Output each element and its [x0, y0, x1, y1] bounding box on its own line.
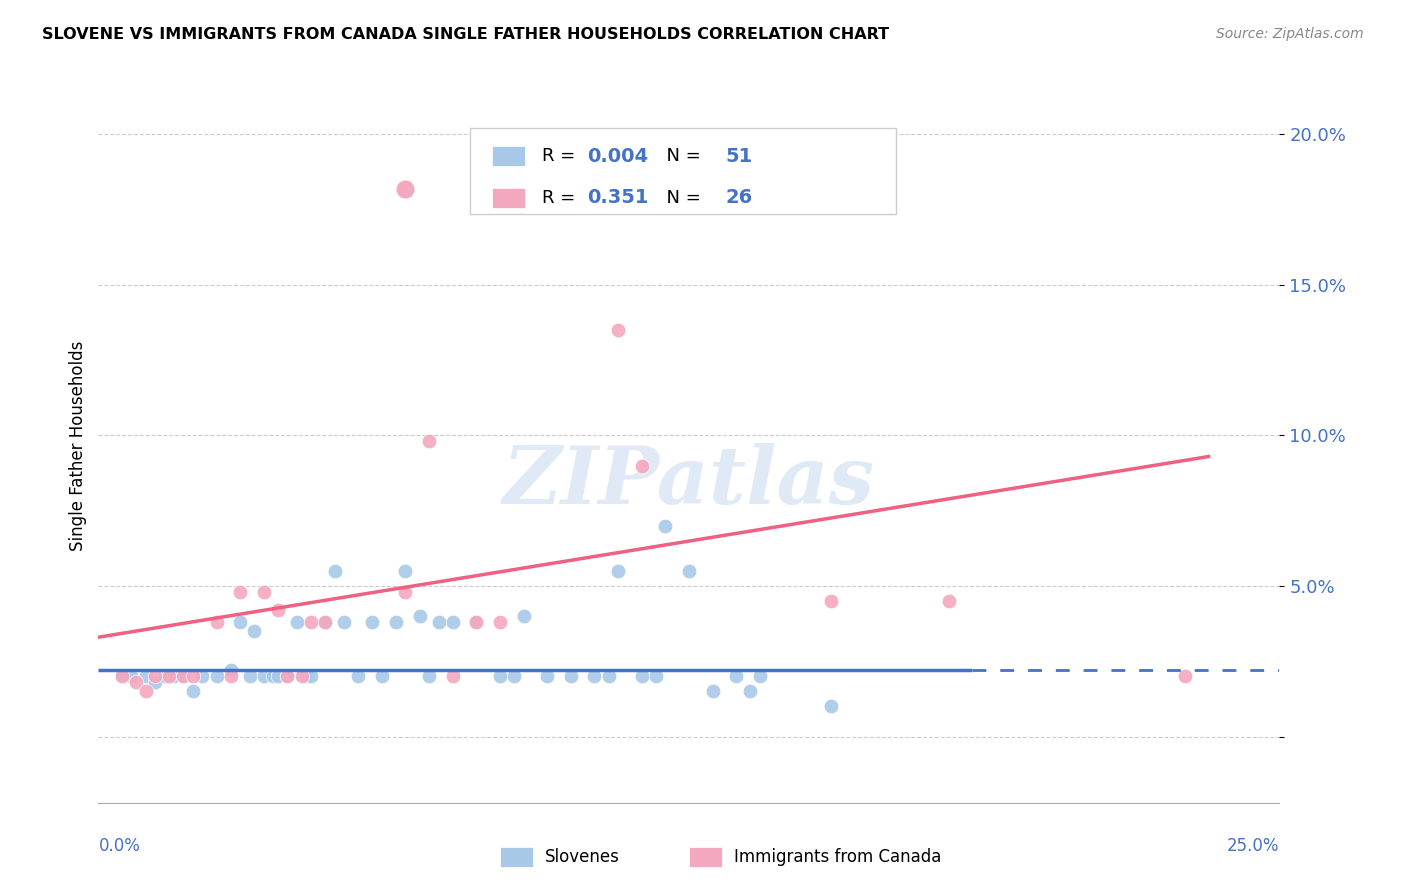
Point: [219, 663, 242, 677]
Point: [489, 615, 512, 629]
Point: [385, 615, 408, 629]
Point: [725, 669, 748, 683]
Point: [441, 615, 464, 629]
Point: [371, 669, 394, 683]
Point: [276, 669, 298, 683]
Point: [253, 585, 276, 599]
Point: [938, 594, 960, 608]
Point: [583, 669, 606, 683]
Point: [299, 669, 322, 683]
Point: [290, 669, 312, 683]
Text: 26: 26: [725, 188, 752, 207]
Point: [285, 615, 308, 629]
Point: [333, 615, 356, 629]
Point: [408, 609, 430, 624]
Point: [418, 434, 440, 449]
Point: [135, 669, 157, 683]
Point: [172, 669, 194, 683]
Point: [740, 684, 762, 698]
Point: [121, 669, 143, 683]
Point: [143, 675, 166, 690]
FancyBboxPatch shape: [471, 128, 896, 214]
Point: [427, 615, 450, 629]
Text: N =: N =: [655, 189, 706, 207]
Text: Immigrants from Canada: Immigrants from Canada: [734, 848, 941, 866]
Point: [347, 669, 370, 683]
Point: [820, 699, 842, 714]
FancyBboxPatch shape: [689, 847, 723, 867]
Text: 0.004: 0.004: [588, 147, 648, 166]
Point: [323, 564, 346, 578]
Text: Slovenes: Slovenes: [546, 848, 620, 866]
Point: [157, 669, 180, 683]
Point: [678, 564, 700, 578]
Point: [143, 669, 166, 683]
Text: 0.351: 0.351: [588, 188, 650, 207]
Text: R =: R =: [543, 189, 588, 207]
Text: 51: 51: [725, 147, 752, 166]
Point: [205, 615, 228, 629]
Text: N =: N =: [655, 147, 706, 165]
Point: [503, 669, 526, 683]
Point: [418, 669, 440, 683]
Point: [654, 518, 676, 533]
Point: [219, 669, 242, 683]
Point: [172, 669, 194, 683]
Point: [607, 323, 630, 337]
Point: [253, 669, 276, 683]
Point: [820, 594, 842, 608]
Point: [598, 669, 620, 683]
Text: Source: ZipAtlas.com: Source: ZipAtlas.com: [1216, 27, 1364, 41]
Point: [135, 684, 157, 698]
Point: [560, 669, 582, 683]
Text: SLOVENE VS IMMIGRANTS FROM CANADA SINGLE FATHER HOUSEHOLDS CORRELATION CHART: SLOVENE VS IMMIGRANTS FROM CANADA SINGLE…: [42, 27, 890, 42]
Point: [276, 669, 298, 683]
Point: [295, 669, 318, 683]
Point: [111, 669, 134, 683]
Point: [125, 675, 148, 690]
Text: R =: R =: [543, 147, 582, 165]
Point: [181, 669, 204, 683]
Point: [512, 609, 534, 624]
Point: [465, 615, 488, 629]
Point: [748, 669, 770, 683]
Point: [314, 615, 336, 629]
Text: 25.0%: 25.0%: [1227, 837, 1279, 855]
Point: [394, 585, 416, 599]
Point: [630, 669, 652, 683]
Point: [465, 615, 488, 629]
Text: ZIPatlas: ZIPatlas: [503, 443, 875, 520]
Point: [299, 615, 322, 629]
Point: [702, 684, 724, 698]
Point: [361, 615, 384, 629]
Point: [630, 458, 652, 473]
FancyBboxPatch shape: [492, 187, 524, 208]
Y-axis label: Single Father Households: Single Father Households: [69, 341, 87, 551]
Point: [314, 615, 336, 629]
Point: [229, 615, 252, 629]
Point: [181, 684, 204, 698]
Point: [607, 564, 630, 578]
Point: [205, 669, 228, 683]
Point: [191, 669, 214, 683]
Point: [163, 669, 186, 683]
Point: [111, 669, 134, 683]
Point: [536, 669, 558, 683]
Point: [153, 669, 176, 683]
Point: [262, 669, 284, 683]
Point: [267, 669, 290, 683]
Point: [1174, 669, 1197, 683]
Point: [394, 564, 416, 578]
FancyBboxPatch shape: [501, 847, 533, 867]
Point: [229, 585, 252, 599]
Point: [239, 669, 262, 683]
Point: [644, 669, 666, 683]
Point: [243, 624, 266, 639]
FancyBboxPatch shape: [492, 146, 524, 166]
Point: [441, 669, 464, 683]
Text: 0.0%: 0.0%: [98, 837, 141, 855]
Point: [267, 603, 290, 617]
Point: [489, 669, 512, 683]
